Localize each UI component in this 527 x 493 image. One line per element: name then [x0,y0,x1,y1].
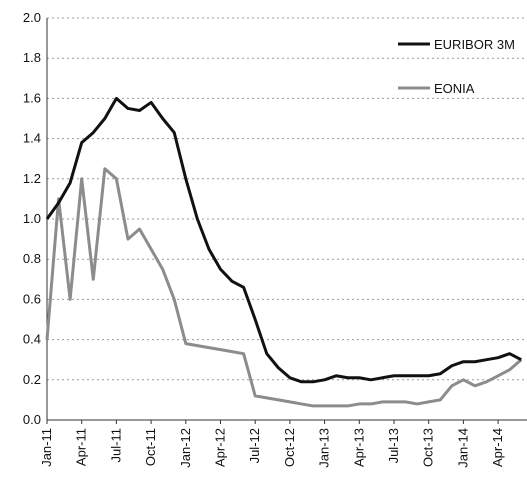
series-line [45,167,523,408]
y-tick-label: 0.8 [23,251,41,266]
series-line [45,96,522,384]
y-tick-label: 1.4 [23,131,41,146]
x-tick-label: Apr-11 [74,428,89,466]
x-tick-label: Oct-11 [143,428,158,466]
y-tick-label: 0.4 [23,332,41,347]
x-tick-label: Apr-12 [212,428,227,467]
y-tick-label: 0.2 [23,372,41,387]
x-tick-label: Jul-12 [247,428,262,463]
y-tick-label: 1.6 [23,90,41,105]
x-tick-label: Oct-12 [282,428,297,467]
x-tick-label: Jul-13 [386,428,401,463]
y-tick-label: 1.0 [23,211,41,226]
y-tick-label: 1.8 [23,50,41,65]
legend-label: EONIA [434,81,475,96]
y-tick-label: 0.6 [23,291,41,306]
x-tick-label: Apr-13 [351,428,366,467]
x-tick-label: Jan-12 [178,428,193,468]
x-tick-label: Jan-14 [455,428,470,468]
y-tick-label: 1.2 [23,171,41,186]
x-tick-label: Oct-13 [421,428,436,467]
x-tick-label: Jan-13 [317,428,332,468]
y-tick-label: 0.0 [23,412,41,427]
legend-label: EURIBOR 3M [434,37,515,52]
x-tick-label: Jan-11 [39,428,54,467]
y-tick-label: 2.0 [23,10,41,25]
x-tick-label: Apr-14 [490,428,505,467]
x-tick-label: Jul-11 [108,428,123,462]
